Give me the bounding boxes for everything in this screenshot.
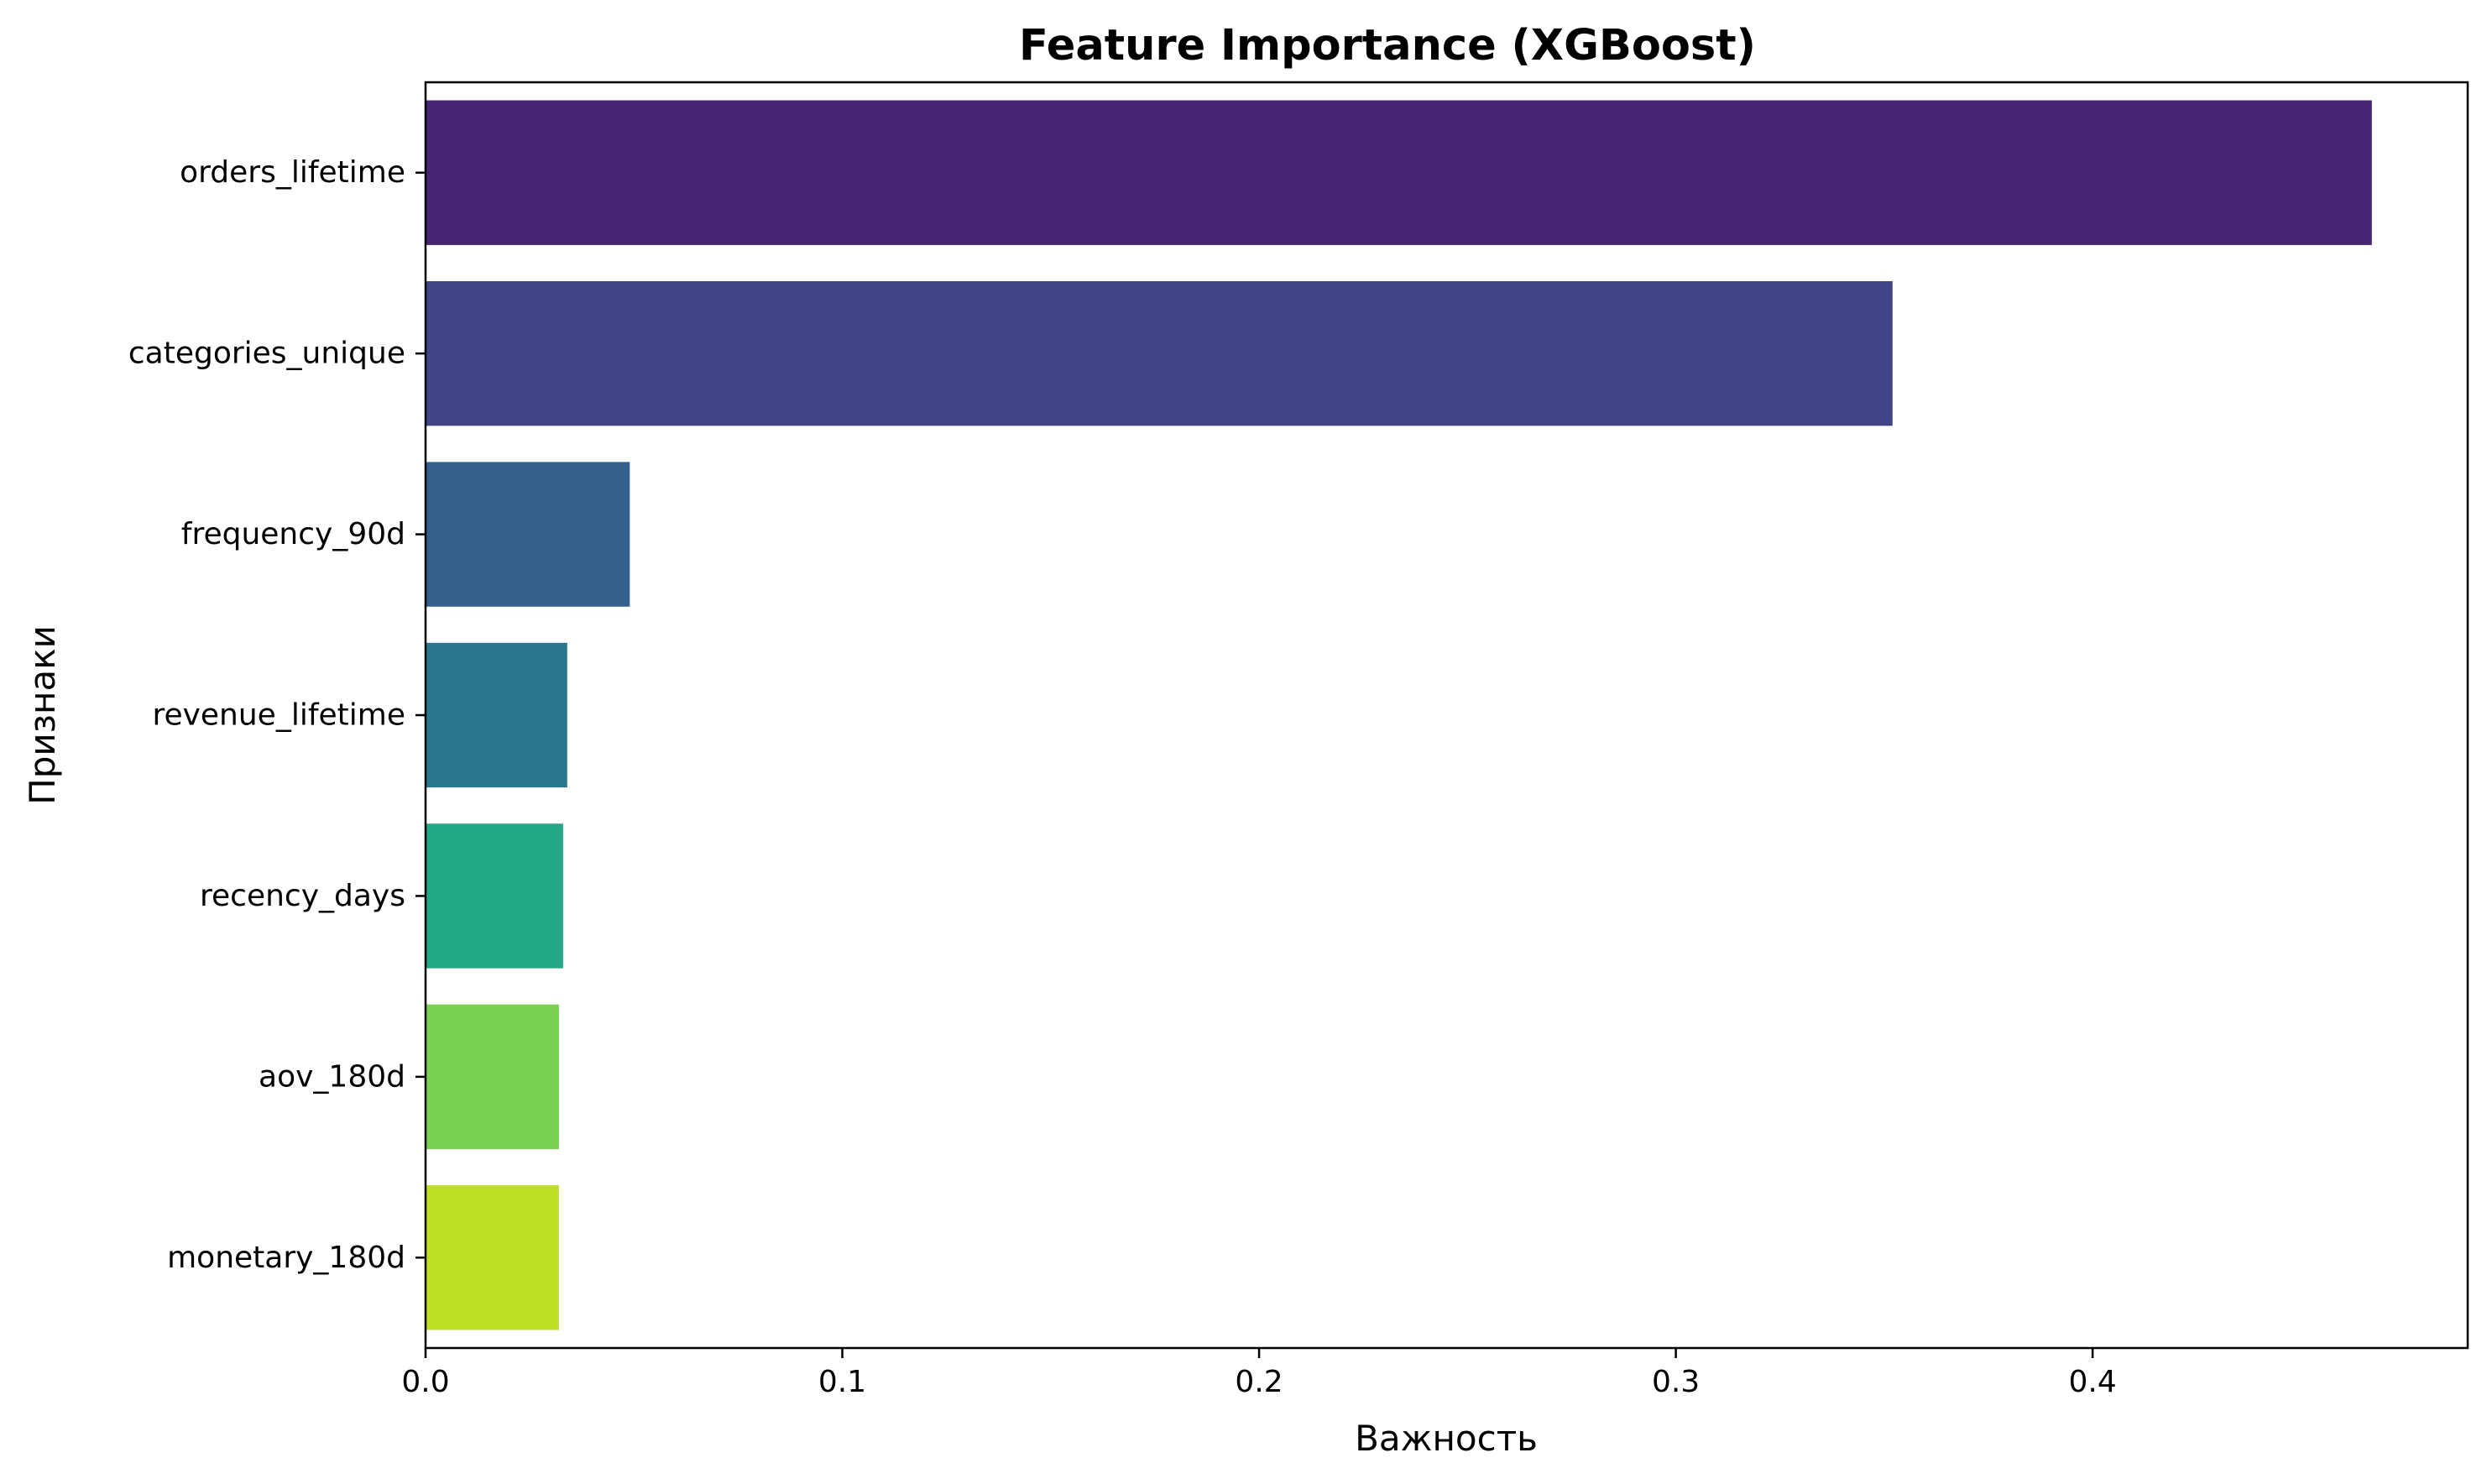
x-tick-label: 0.3: [1652, 1365, 1700, 1399]
bar-monetary-180d: [426, 1185, 559, 1330]
y-axis-label: Признаки: [22, 625, 63, 805]
bar-orders-lifetime: [426, 100, 2372, 245]
bars-layer: [426, 100, 2372, 1330]
bar-revenue-lifetime: [426, 642, 567, 788]
y-tick-label: recency_days: [200, 879, 405, 913]
x-ticks-layer: 0.0 0.1 0.2 0.3 0.4: [401, 1348, 2117, 1399]
bar-frequency-90d: [426, 462, 630, 607]
x-tick-label: 0.4: [2068, 1365, 2116, 1399]
y-tick-label: orders_lifetime: [180, 155, 405, 190]
x-axis-label: Важность: [1355, 1418, 1538, 1459]
y-tick-label: categories_unique: [128, 337, 405, 371]
x-tick-label: 0.1: [818, 1365, 866, 1399]
x-tick-label: 0.2: [1235, 1365, 1283, 1399]
bar-categories-unique: [426, 280, 1893, 426]
chart-title: Feature Importance (XGBoost): [1019, 21, 1756, 71]
y-tick-label: aov_180d: [259, 1059, 405, 1094]
y-tick-label: monetary_180d: [167, 1241, 405, 1275]
y-tick-label: revenue_lifetime: [152, 698, 405, 733]
plot-frame: [424, 81, 2469, 1350]
y-tick-label: frequency_90d: [181, 517, 405, 551]
bar-aov-180d: [426, 1004, 559, 1150]
x-tick-label: 0.0: [401, 1365, 449, 1399]
bar-recency-days: [426, 823, 563, 969]
y-ticks-layer: orders_lifetime categories_unique frequenc…: [128, 155, 426, 1275]
